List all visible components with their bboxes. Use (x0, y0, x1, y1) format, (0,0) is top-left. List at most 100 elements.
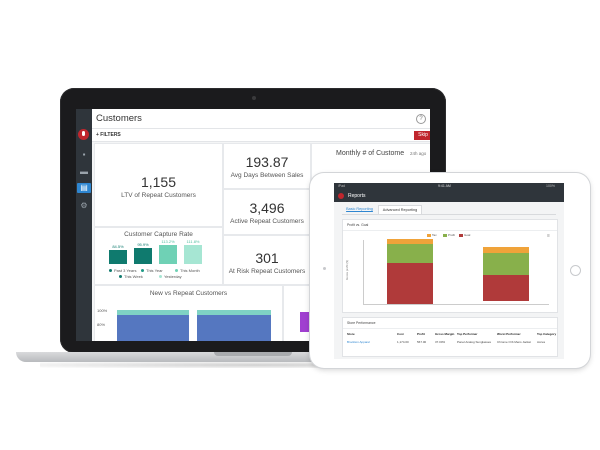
legend-dot-icon (141, 269, 144, 272)
panel-divider (343, 328, 557, 329)
y-axis (363, 240, 364, 304)
legend-dot-icon (175, 269, 178, 272)
capture-bar-label: 111.8% (186, 239, 200, 244)
sidebar (76, 109, 92, 341)
table-header-cell: Top Performer (457, 332, 478, 336)
skip-button[interactable]: Skip (414, 131, 430, 140)
bar2-goal (483, 275, 529, 301)
capture-title: Customer Capture Rate (124, 231, 193, 238)
bar2-profit (483, 253, 529, 275)
store-performance-panel: Store Performance Store Cost Profit Gross M… (342, 317, 558, 357)
table-header-cell: Cost (397, 332, 404, 336)
legend-label: This Month (180, 268, 200, 273)
logo-icon[interactable] (338, 193, 344, 199)
active-repeat-label: Active Repeat Customers (230, 218, 304, 225)
bar-repeat-segment (197, 310, 271, 315)
legend-swatch (427, 234, 431, 237)
cart-icon[interactable]: ▪ (82, 150, 86, 159)
table-header-cell: Worst Performer (497, 332, 521, 336)
bar-new-segment (117, 315, 189, 341)
avg-days-card: 193.87 Avg Days Between Sales (223, 143, 311, 189)
legend-swatch (443, 234, 447, 237)
capture-bar (134, 248, 152, 264)
logo-icon[interactable] (78, 129, 89, 140)
laptop-notch (214, 352, 292, 356)
filter-bar: + FILTERS (92, 129, 430, 142)
active-repeat-card: 3,496 Active Repeat Customers (223, 189, 311, 235)
top-bar: Customers ? (92, 109, 430, 129)
ipad-camera (323, 267, 326, 270)
chart-title: Profit vs. Goal (347, 223, 369, 227)
capture-bar-label: 84.5% (112, 244, 124, 249)
status-battery: 100% (546, 184, 555, 188)
legend-swatch (459, 234, 463, 237)
tab-divider (342, 214, 556, 215)
legend-dot-icon (119, 275, 122, 278)
table-cell: Chrome Orb Mens Jacket (497, 340, 532, 344)
legend-label: Profit (448, 233, 456, 237)
table-header-cell: Store (347, 332, 355, 336)
legend-dot-icon (109, 269, 112, 272)
capture-bar (109, 250, 127, 264)
capture-bar (159, 245, 177, 264)
laptop-base (16, 352, 490, 362)
at-risk-card: 301 At Risk Repeat Customers (223, 235, 311, 285)
legend-label: Tax (432, 233, 437, 237)
table-cell: 1,174.00 (397, 340, 409, 344)
ipad-home-button[interactable] (570, 265, 581, 276)
bar2-tax (483, 247, 529, 253)
legend-dot-icon (159, 275, 162, 278)
table-cell: 567.00 (417, 340, 427, 344)
purple-bar (300, 312, 312, 332)
new-vs-repeat-card: New vs Repeat Customers 100% 80% (94, 285, 283, 341)
ipad-header (334, 183, 564, 202)
table-cell: Acces (537, 340, 546, 344)
legend-label: This Year (146, 268, 163, 273)
capture-bar-label: 113.2% (161, 239, 175, 244)
table-title: Store Performance (347, 321, 376, 325)
filters-toggle[interactable]: + FILTERS (96, 132, 121, 138)
legend-label: Yesterday (164, 274, 182, 279)
ltv-label: LTV of Repeat Customers (121, 192, 196, 199)
legend-label: This Week (124, 274, 143, 279)
bar-repeat-segment (117, 310, 189, 315)
laptop-shadow (40, 362, 470, 368)
new-vs-repeat-title: New vs Repeat Customers (149, 290, 228, 297)
y-axis-label: Gross profit ($) (345, 259, 350, 281)
tick-label: 100% (97, 308, 108, 313)
table-cell: 37.00% (435, 340, 446, 344)
gear-icon[interactable]: ⚙ (80, 201, 88, 210)
capture-bar-label: 95.9% (137, 242, 149, 247)
capture-rate-card: Customer Capture Rate 84.5% 95.9% 113.2% 11… (94, 227, 223, 285)
active-repeat-value: 3,496 (249, 200, 285, 216)
tick-label: 80% (97, 322, 106, 327)
ltv-value: 1,155 (140, 174, 177, 190)
at-risk-label: At Risk Repeat Customers (228, 268, 306, 275)
legend-label: Past 3 Years (114, 268, 137, 273)
laptop-camera (252, 96, 256, 100)
bar1-goal (387, 263, 433, 304)
table-cell[interactable]: Brockton Apparel (347, 340, 370, 344)
menu-icon[interactable]: ≡ (547, 233, 550, 239)
ltv-card: 1,155 LTV of Repeat Customers (94, 143, 223, 227)
tab-basic-reporting[interactable]: Basic Reporting (346, 207, 373, 211)
avg-days-label: Avg Days Between Sales (230, 172, 304, 179)
x-axis (363, 304, 549, 305)
help-icon[interactable]: ? (416, 114, 426, 124)
tab-advanced-reporting[interactable]: Advanced Reporting (378, 205, 422, 215)
monthly-title: Monthly # of Custome (336, 150, 405, 157)
ipad-page-title: Reports (348, 193, 366, 199)
bar-new-segment (197, 315, 271, 341)
bar1-tax (387, 239, 433, 244)
truck-icon[interactable]: ▬ (80, 167, 88, 176)
table-header-cell: Top Category (537, 332, 557, 336)
status-device: iPad (338, 184, 346, 188)
document-icon[interactable]: ▤ (77, 183, 91, 193)
page-title: Customers (96, 113, 142, 124)
capture-bar (184, 245, 202, 264)
panel-divider (343, 230, 557, 231)
table-header-cell: Gross Margin (435, 332, 455, 336)
bar1-profit (387, 244, 433, 263)
avg-days-value: 193.87 (245, 154, 289, 170)
monthly-period: 24h ago (410, 151, 427, 156)
